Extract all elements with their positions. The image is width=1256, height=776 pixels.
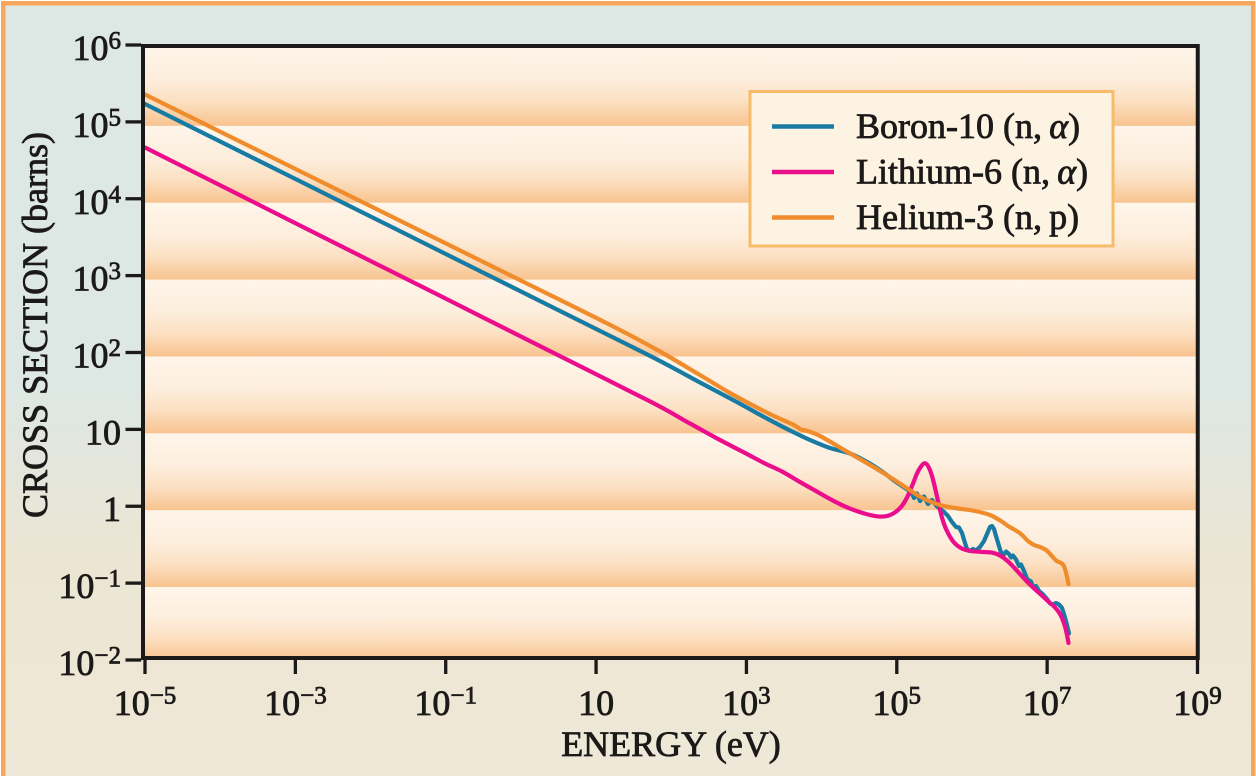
svg-text:10−3: 10−3 <box>264 683 327 724</box>
svg-text:Boron-10 (n, α): Boron-10 (n, α) <box>856 106 1080 146</box>
svg-text:Helium-3 (n, p): Helium-3 (n, p) <box>856 197 1079 237</box>
svg-text:102: 102 <box>73 335 122 376</box>
svg-text:Lithium-6 (n, α): Lithium-6 (n, α) <box>856 152 1088 192</box>
svg-text:CROSS SECTION (barns): CROSS SECTION (barns) <box>15 132 55 518</box>
svg-text:1: 1 <box>103 489 121 529</box>
svg-text:ENERGY (eV): ENERGY (eV) <box>561 724 781 764</box>
svg-text:10−2: 10−2 <box>58 643 121 684</box>
svg-text:10: 10 <box>578 683 614 723</box>
svg-text:10−1: 10−1 <box>414 683 477 724</box>
svg-text:10: 10 <box>85 412 121 452</box>
